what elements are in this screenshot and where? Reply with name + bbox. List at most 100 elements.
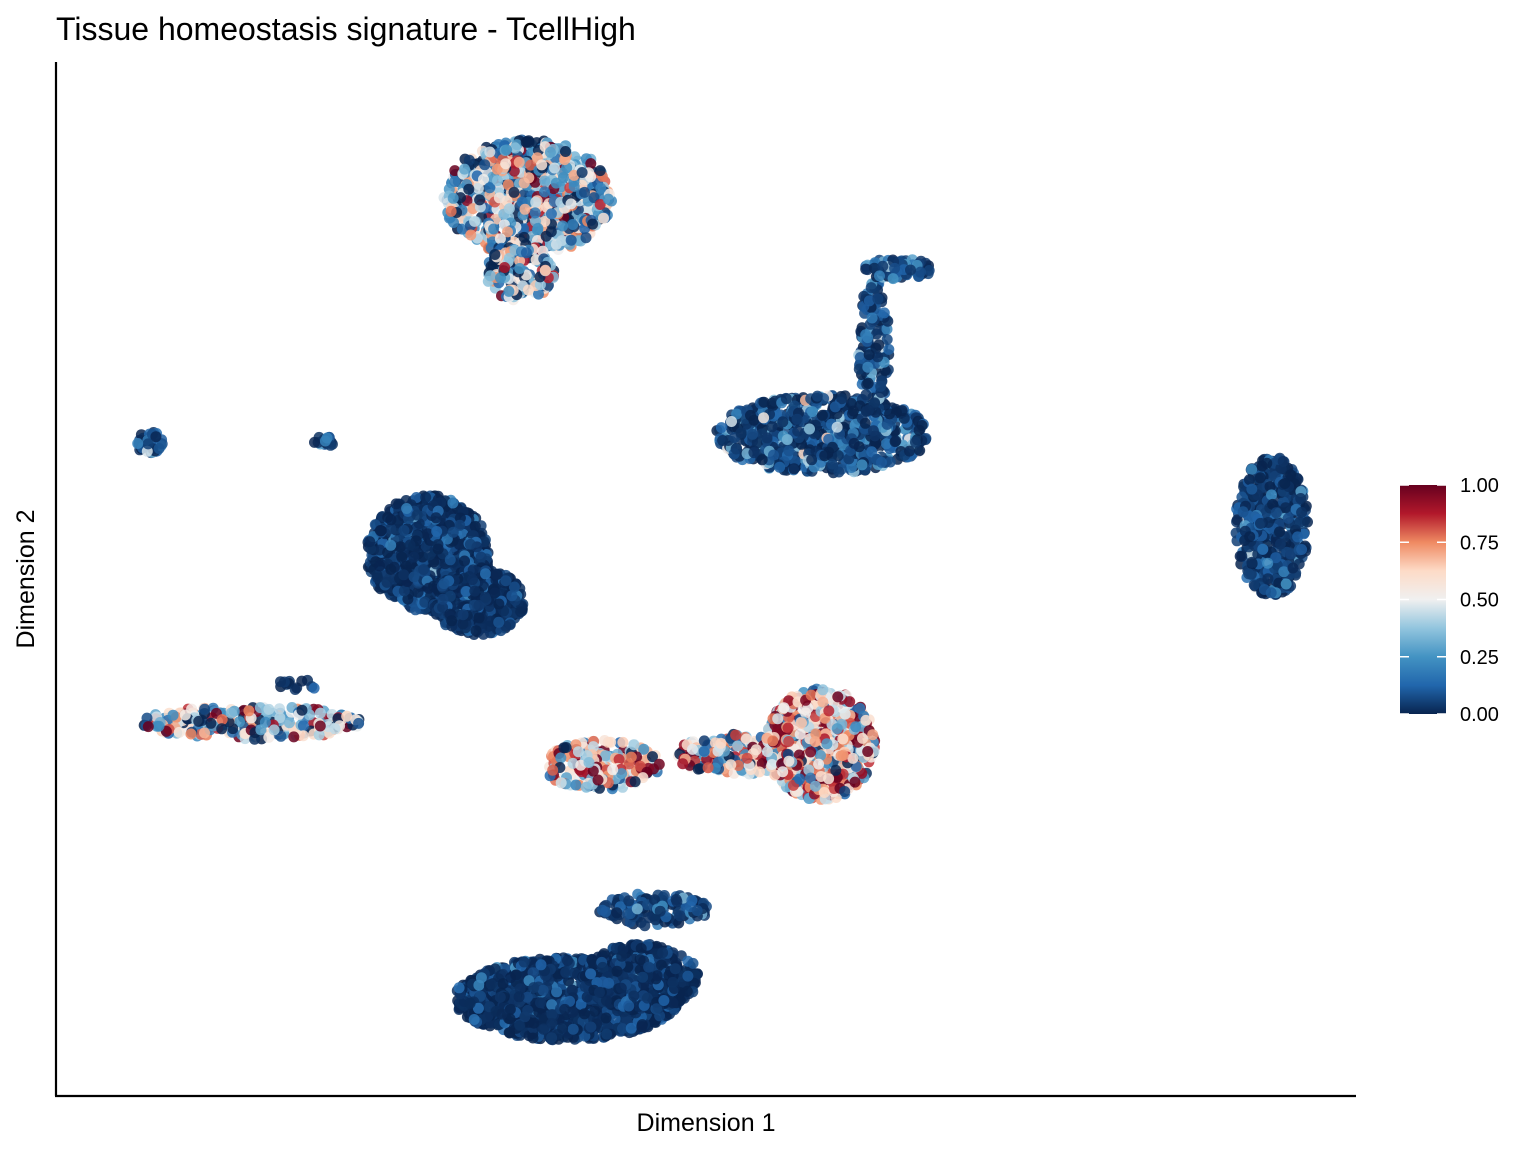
data-point xyxy=(816,409,828,421)
data-point xyxy=(1270,507,1282,519)
data-point xyxy=(863,295,875,307)
data-point xyxy=(751,437,763,449)
data-point xyxy=(1277,456,1289,467)
data-point xyxy=(872,293,884,305)
data-point xyxy=(846,462,857,473)
data-point xyxy=(478,173,489,185)
data-point xyxy=(225,707,237,719)
data-point xyxy=(525,159,537,171)
data-point xyxy=(432,543,444,555)
data-point xyxy=(484,270,496,282)
data-point xyxy=(268,724,280,736)
data-point xyxy=(872,351,884,363)
data-point xyxy=(533,288,544,300)
data-point xyxy=(889,436,901,448)
data-point xyxy=(745,409,756,421)
data-point xyxy=(470,625,482,637)
data-point xyxy=(500,575,512,587)
data-point xyxy=(283,717,295,729)
data-point xyxy=(398,525,410,536)
data-point xyxy=(594,165,606,177)
data-point xyxy=(308,682,320,694)
data-point xyxy=(314,707,326,719)
data-point xyxy=(756,454,768,466)
data-point xyxy=(539,186,551,198)
data-point xyxy=(314,720,326,732)
data-point xyxy=(806,454,818,466)
data-point xyxy=(1254,472,1266,484)
data-point xyxy=(515,606,527,618)
data-point xyxy=(457,609,469,621)
data-point xyxy=(385,539,397,551)
data-point xyxy=(474,194,486,206)
data-point xyxy=(539,264,551,276)
data-point xyxy=(605,736,617,748)
data-point xyxy=(884,456,896,468)
data-point xyxy=(1246,463,1258,475)
data-point xyxy=(364,536,376,548)
data-point xyxy=(395,541,406,553)
data-point xyxy=(717,435,729,446)
data-point xyxy=(702,762,714,774)
data-point xyxy=(1296,506,1308,518)
data-point xyxy=(447,526,459,538)
data-point xyxy=(587,218,599,230)
data-point xyxy=(539,175,551,187)
data-point xyxy=(396,551,408,563)
data-point xyxy=(449,176,461,187)
data-point xyxy=(715,737,727,749)
data-point xyxy=(488,223,500,235)
data-point xyxy=(592,774,604,786)
data-point xyxy=(431,526,443,537)
data-point xyxy=(153,720,165,732)
data-point xyxy=(540,230,552,242)
data-point xyxy=(607,764,619,776)
data-point xyxy=(572,746,584,758)
data-point xyxy=(910,436,921,448)
data-point xyxy=(768,449,779,461)
data-point xyxy=(747,428,759,440)
data-point xyxy=(774,461,786,473)
data-point xyxy=(1261,457,1273,469)
data-point xyxy=(385,514,397,526)
data-point xyxy=(1295,493,1307,504)
data-point xyxy=(832,450,844,462)
data-point xyxy=(585,158,597,170)
data-point xyxy=(532,222,544,234)
data-point xyxy=(1294,516,1306,528)
data-point xyxy=(598,212,609,224)
data-point xyxy=(561,162,573,174)
data-point xyxy=(501,144,513,156)
data-point xyxy=(881,418,893,430)
data-point xyxy=(464,538,476,550)
data-point xyxy=(781,434,793,446)
data-point xyxy=(530,196,542,208)
data-point xyxy=(882,315,894,327)
data-point xyxy=(878,307,890,319)
data-point xyxy=(881,323,893,335)
data-point xyxy=(889,262,901,274)
data-point xyxy=(536,159,548,171)
data-point xyxy=(758,396,770,408)
data-point xyxy=(576,167,588,178)
data-point xyxy=(296,704,308,716)
data-point xyxy=(1243,568,1255,580)
data-point xyxy=(479,591,491,603)
data-point xyxy=(788,463,800,475)
data-point xyxy=(570,779,582,791)
data-point xyxy=(1248,579,1260,591)
data-point xyxy=(408,571,420,583)
data-point xyxy=(866,312,878,324)
data-point xyxy=(1287,562,1299,574)
data-point xyxy=(297,720,309,732)
data-point xyxy=(463,154,475,166)
data-point xyxy=(873,339,885,351)
data-point xyxy=(859,417,871,429)
data-point xyxy=(730,729,742,741)
data-point xyxy=(1265,587,1277,599)
data-point xyxy=(430,512,442,524)
data-point xyxy=(243,705,255,717)
data-point xyxy=(698,735,710,747)
data-point xyxy=(913,424,925,436)
